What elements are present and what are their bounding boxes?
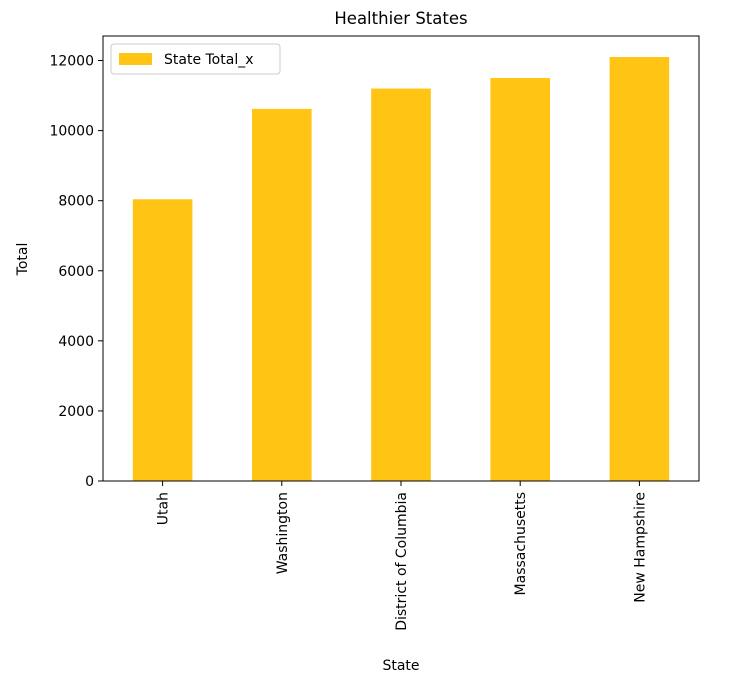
x-tick-label: Massachusetts bbox=[513, 492, 529, 595]
y-tick-label: 6000 bbox=[58, 264, 94, 280]
bar-washington bbox=[252, 108, 312, 481]
bar-new-hampshire bbox=[609, 57, 670, 481]
legend-swatch bbox=[119, 53, 152, 65]
plot-frame bbox=[102, 35, 700, 482]
legend: State Total_x bbox=[110, 43, 281, 75]
y-tick-label: 0 bbox=[85, 474, 94, 490]
legend-box bbox=[110, 43, 281, 75]
bar-utah bbox=[132, 199, 193, 482]
y-axis-label: Total bbox=[15, 243, 31, 277]
bar-district-of-columbia bbox=[371, 88, 431, 481]
y-axis-ticks: 0 2000 4000 6000 8000 10000 12000 bbox=[49, 54, 103, 490]
bar-massachusetts bbox=[490, 78, 550, 481]
x-tick-label: Utah bbox=[156, 492, 172, 525]
bars-layer bbox=[132, 57, 670, 482]
x-tick-label: District of Columbia bbox=[394, 492, 410, 631]
y-tick-label: 4000 bbox=[58, 334, 94, 350]
y-tick-label: 10000 bbox=[49, 124, 94, 140]
x-tick-label: New Hampshire bbox=[632, 492, 648, 603]
y-tick-label: 12000 bbox=[49, 54, 94, 70]
chart-title: Healthier States bbox=[334, 9, 467, 28]
y-tick-label: 8000 bbox=[58, 194, 94, 210]
y-tick-label: 2000 bbox=[58, 404, 94, 420]
x-axis-ticks: Utah Washington District of Columbia Massac… bbox=[156, 481, 648, 631]
legend-label: State Total_x bbox=[164, 52, 254, 68]
x-axis-label: State bbox=[382, 658, 419, 674]
x-tick-label: Washington bbox=[275, 492, 291, 574]
